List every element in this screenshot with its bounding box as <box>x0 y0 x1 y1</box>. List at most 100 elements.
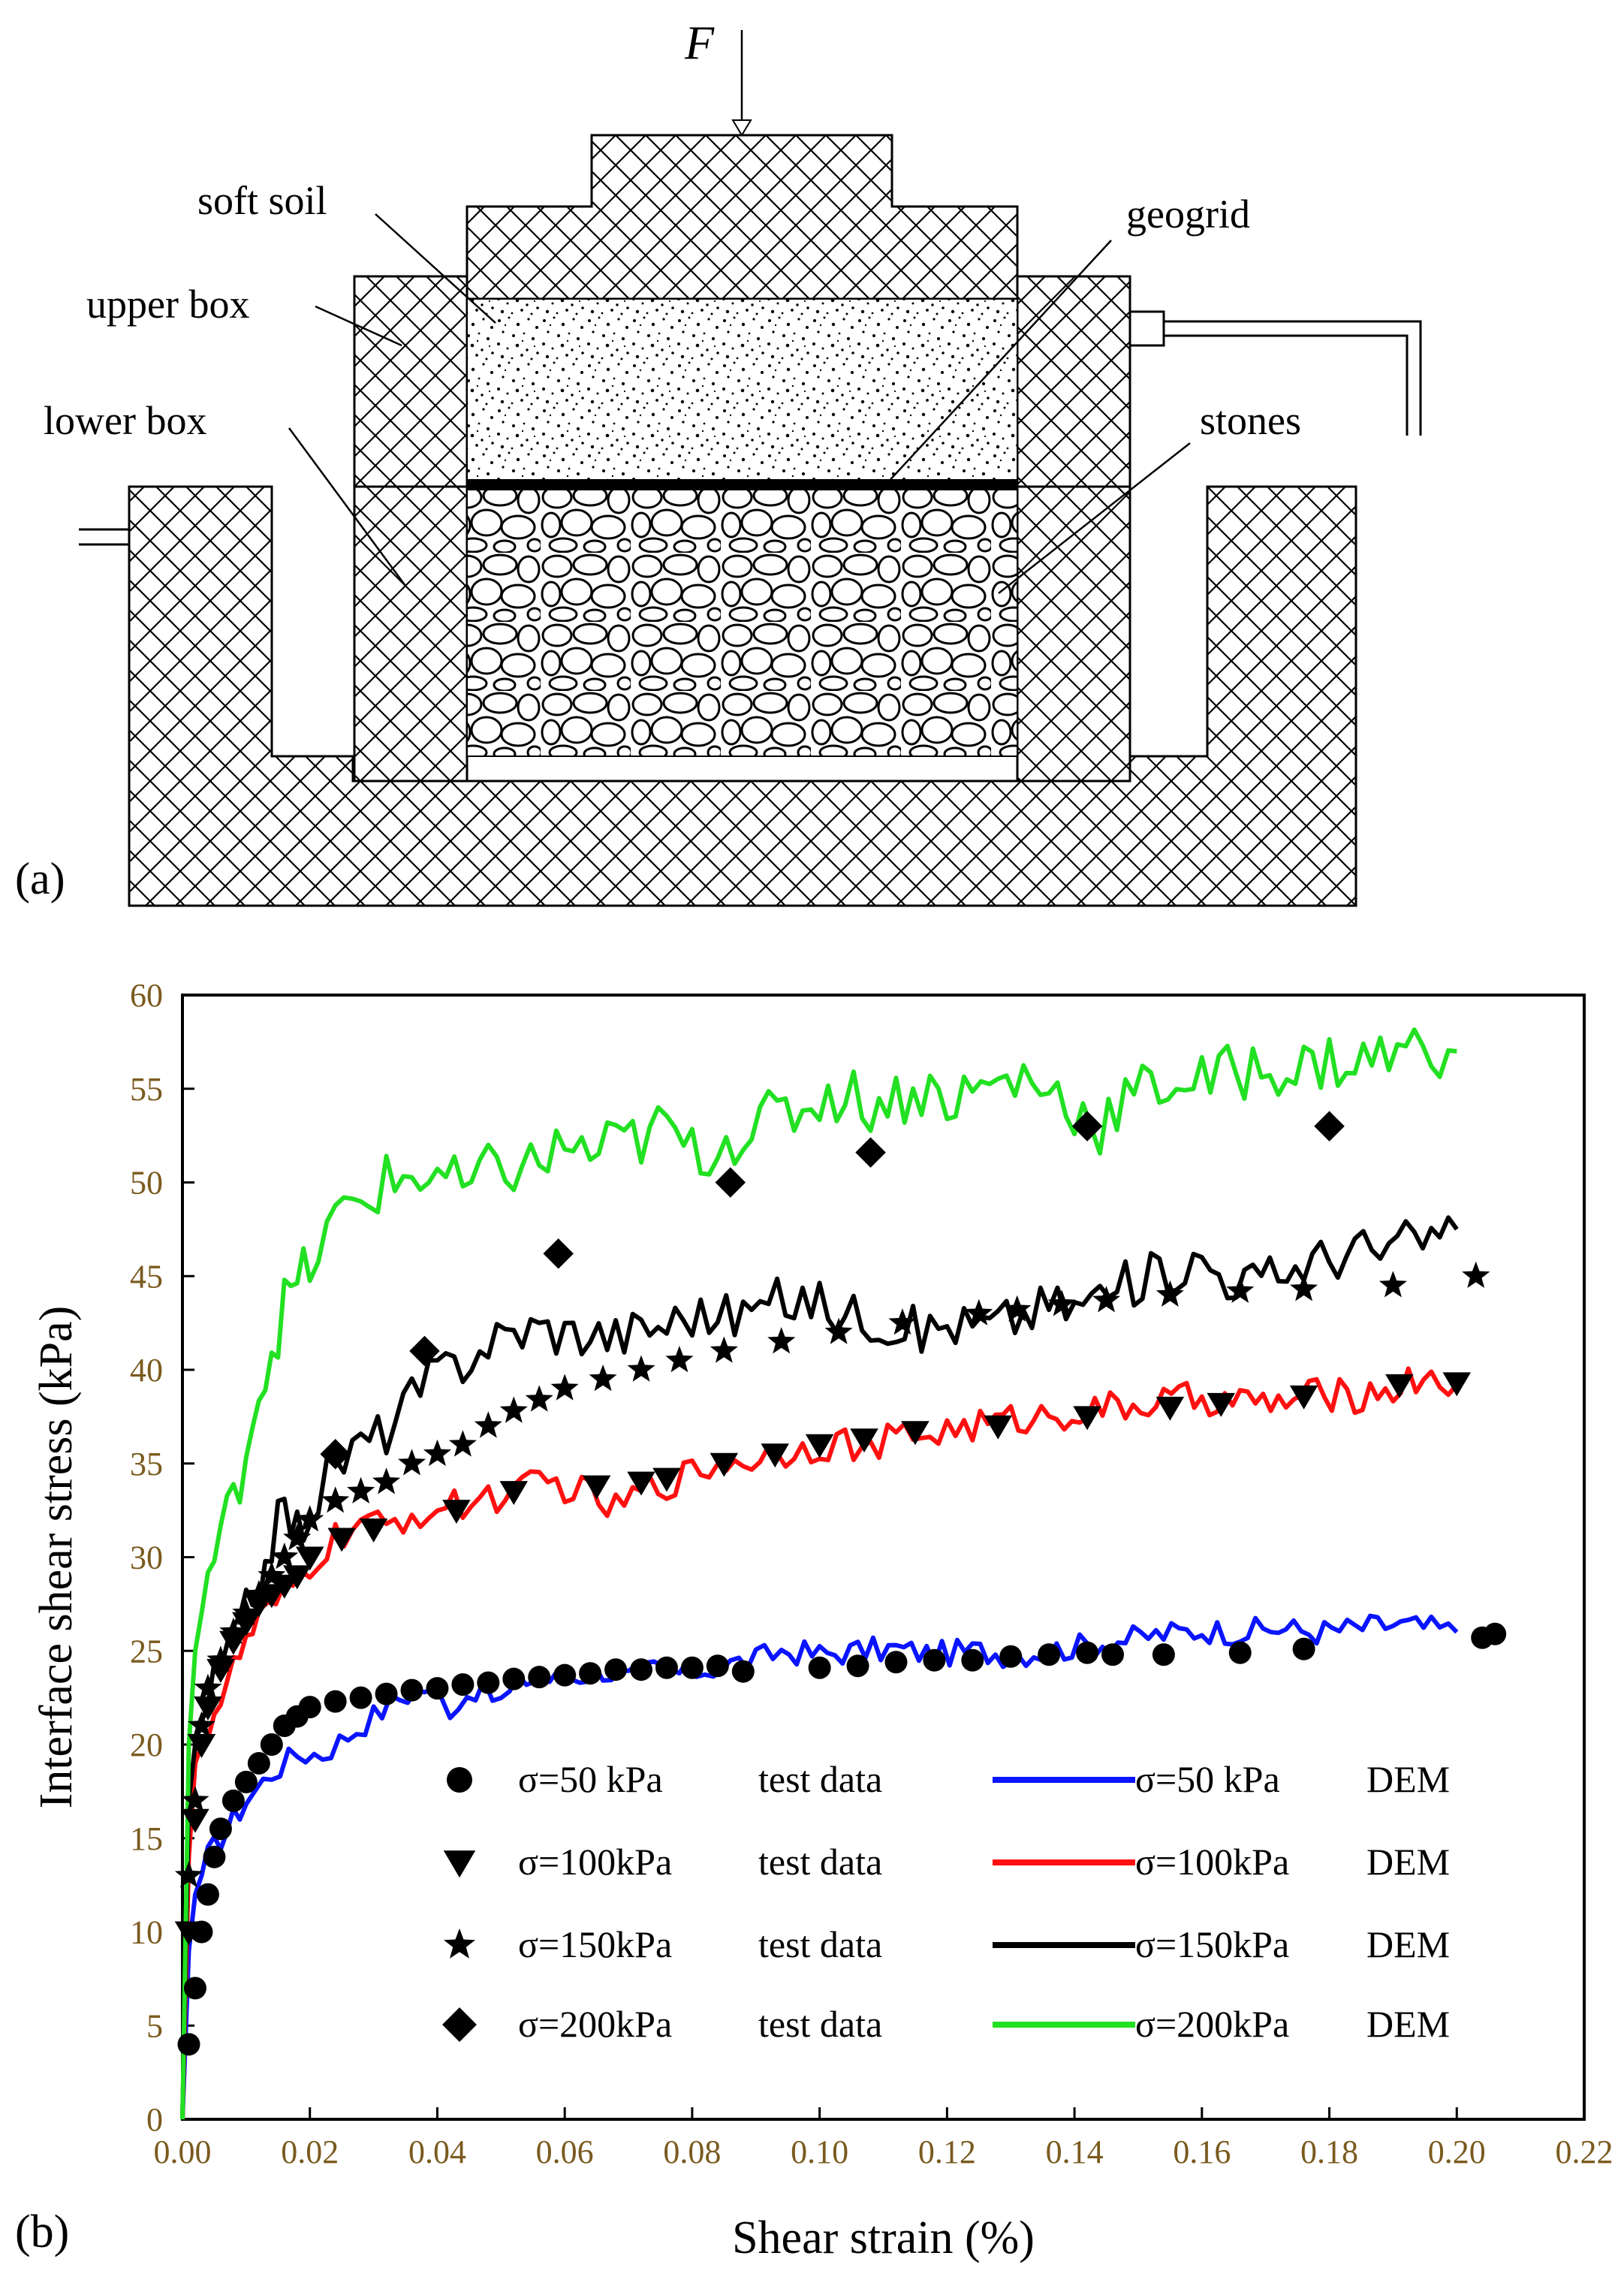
y-tick-label: 50 <box>130 1165 163 1202</box>
data-point <box>1378 1271 1407 1298</box>
data-point <box>824 1317 853 1344</box>
soft-soil <box>466 298 1018 481</box>
data-point <box>888 1308 917 1335</box>
data-point <box>1038 1643 1061 1666</box>
data-point <box>550 1374 579 1401</box>
legend-marker-suffix: test data <box>758 1923 882 1965</box>
data-point <box>1155 1280 1184 1307</box>
data-point <box>443 1850 476 1878</box>
legend-line-suffix: DEM <box>1366 1841 1450 1883</box>
x-tick-label: 0.22 <box>1556 2134 1613 2170</box>
legend-marker-suffix: test data <box>758 1841 882 1883</box>
data-point <box>543 1238 574 1269</box>
data-point <box>245 1593 273 1618</box>
shear-stress-chart: 0.00 0.02 0.04 0.06 0.08 0.10 0.12 0.14 0.16 0.18… <box>15 977 1613 2263</box>
data-point <box>1207 1392 1236 1417</box>
data-point <box>206 1659 235 1684</box>
data-point <box>442 2007 477 2042</box>
data-point <box>706 1654 729 1678</box>
force-label: F <box>684 16 715 69</box>
data-point <box>423 1439 451 1467</box>
data-point <box>855 1137 886 1168</box>
stones <box>466 489 1018 757</box>
data-point <box>1101 1643 1125 1666</box>
data-point <box>400 1678 423 1702</box>
legend-line-suffix: DEM <box>1366 1923 1450 1965</box>
data-point <box>528 1666 551 1689</box>
data-point <box>359 1518 388 1543</box>
data-point <box>1076 1641 1099 1664</box>
data-point <box>1071 1111 1103 1142</box>
y-tick-label: 0 <box>146 2101 163 2138</box>
data-point <box>731 1660 755 1683</box>
data-point <box>187 1711 215 1738</box>
y-tick-label: 30 <box>130 1540 163 1576</box>
label-upper-box: upper box <box>86 282 249 327</box>
data-point <box>553 1663 577 1687</box>
data-point <box>181 1786 209 1813</box>
force-arrow-head <box>731 119 752 137</box>
data-point <box>232 1598 261 1626</box>
x-tick-label: 0.20 <box>1428 2134 1486 2170</box>
data-point <box>1092 1286 1121 1313</box>
legend: σ=50 kPa test data σ=50 kPa DEM σ=100kPa test… <box>442 1758 1450 2045</box>
legend-line-suffix: DEM <box>1366 2003 1450 2045</box>
legend-line-label: σ=150kPa <box>1135 1923 1289 1965</box>
legend-marker-label: σ=150kPa <box>518 1923 672 1965</box>
label-stones: stones <box>1200 398 1301 443</box>
data-point <box>398 1449 426 1476</box>
legend-line-label: σ=200kPa <box>1135 2003 1289 2045</box>
data-point <box>1155 1396 1185 1421</box>
data-point <box>320 1439 351 1470</box>
data-point <box>1292 1637 1315 1660</box>
data-point <box>219 1617 248 1645</box>
data-point <box>499 1396 528 1423</box>
y-tick-label: 25 <box>130 1633 163 1669</box>
y-tick-label: 5 <box>146 2007 163 2044</box>
data-point <box>499 1481 529 1505</box>
legend-marker-label: σ=100kPa <box>518 1841 672 1883</box>
data-point <box>194 1696 222 1721</box>
label-lower-box: lower box <box>44 398 206 443</box>
legend-marker-suffix: test data <box>758 1758 882 1800</box>
data-point <box>761 1443 789 1468</box>
data-point <box>850 1428 878 1453</box>
legend-marker-label: σ=200kPa <box>518 2003 672 2045</box>
data-point <box>652 1467 681 1492</box>
leader-stones <box>998 442 1191 594</box>
shear-box-diagram: F soft soil upper box lower box geogrid … <box>15 16 1422 907</box>
data-point <box>665 1346 694 1373</box>
data-point <box>1442 1372 1472 1397</box>
x-tick-label: 0.04 <box>408 2134 466 2170</box>
data-point <box>203 1845 226 1868</box>
data-point <box>1003 1295 1032 1322</box>
geogrid <box>467 479 1017 490</box>
x-tick-label: 0.02 <box>281 2134 339 2170</box>
right-connector <box>1128 310 1165 347</box>
data-point <box>260 1733 283 1756</box>
data-point <box>1073 1406 1101 1431</box>
data-point <box>451 1673 475 1696</box>
data-point <box>298 1696 321 1719</box>
left-pipe <box>79 528 129 546</box>
data-point <box>1047 1289 1076 1316</box>
legend-line-label: σ=50 kPa <box>1135 1758 1280 1800</box>
data-point <box>999 1645 1023 1668</box>
data-point <box>196 1883 219 1906</box>
data-point <box>448 1430 477 1457</box>
data-point <box>961 1648 984 1672</box>
data-point <box>846 1654 869 1678</box>
x-tick-label: 0.16 <box>1173 2134 1231 2170</box>
legend-line-suffix: DEM <box>1366 1758 1450 1800</box>
data-point <box>808 1656 831 1679</box>
data-point <box>187 1733 216 1758</box>
data-point <box>1290 1274 1318 1301</box>
data-point <box>247 1751 270 1775</box>
x-tick-label: 0.06 <box>536 2134 594 2170</box>
upper-box-left <box>353 275 469 488</box>
data-point <box>627 1471 655 1496</box>
legend-marker-label: σ=50 kPa <box>518 1758 663 1800</box>
right-pipe <box>1164 320 1422 436</box>
data-point <box>442 1500 471 1524</box>
